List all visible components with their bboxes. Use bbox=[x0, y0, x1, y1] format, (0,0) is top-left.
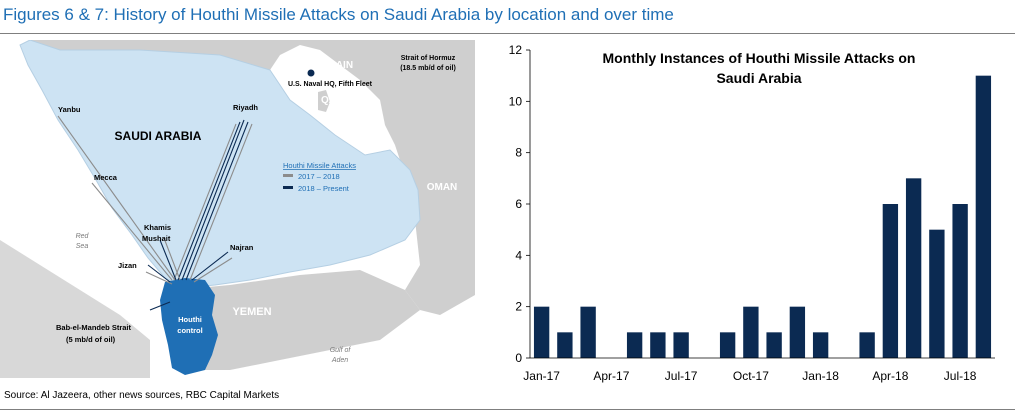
arrow-jizan-2 bbox=[145, 271, 173, 285]
chart-title-line-1: Monthly Instances of Houthi Missile Atta… bbox=[603, 50, 916, 66]
label-mecca: Mecca bbox=[94, 173, 118, 182]
bar-mar-17 bbox=[580, 306, 596, 358]
title-divider bbox=[0, 33, 1015, 34]
label-uae: UAE bbox=[357, 124, 378, 135]
arrow-najran-1 bbox=[191, 251, 229, 281]
bar-jul-17 bbox=[673, 332, 689, 358]
bar-jun-17 bbox=[650, 332, 666, 358]
label-oman: OMAN bbox=[427, 182, 458, 193]
bar-dec-17 bbox=[789, 306, 806, 358]
arrow-riyadh-2 bbox=[181, 119, 245, 281]
arrow-riyadh-3 bbox=[185, 121, 249, 281]
x-tick-label: Apr-18 bbox=[872, 369, 908, 383]
arrow-khamis-1 bbox=[159, 239, 177, 281]
bar-jun-18 bbox=[929, 229, 945, 358]
legend-title: Houthi Missile Attacks bbox=[283, 161, 356, 170]
label-qatar: QATAR bbox=[321, 95, 356, 106]
label-naval-hq: U.S. Naval HQ, Fifth Fleet bbox=[288, 81, 373, 88]
bar-jan-17 bbox=[533, 306, 550, 358]
map-legend: Houthi Missile Attacks 2017 – 2018 2018 … bbox=[283, 161, 356, 193]
bottom-divider bbox=[0, 409, 1015, 410]
bar-apr-18 bbox=[882, 204, 899, 358]
bar-feb-17 bbox=[557, 332, 573, 358]
label-saudi-arabia: SAUDI ARABIA bbox=[115, 129, 202, 143]
arrow-mecca bbox=[91, 182, 173, 281]
x-tick-label: Jan-18 bbox=[802, 369, 839, 383]
x-tick-label: Jul-18 bbox=[944, 369, 977, 383]
y-tick-label: 8 bbox=[515, 146, 522, 160]
y-axis: 0 2 4 6 8 10 12 bbox=[509, 43, 531, 365]
bar-jul-18 bbox=[952, 204, 968, 358]
label-jizan: Jizan bbox=[118, 261, 137, 270]
bar-sep-17 bbox=[719, 332, 736, 358]
chart-title-line-2: Saudi Arabia bbox=[716, 70, 801, 86]
legend-item-new: 2018 – Present bbox=[298, 184, 350, 193]
qatar-shape bbox=[318, 90, 330, 112]
houthi-control-area bbox=[160, 278, 218, 375]
label-yanbu: Yanbu bbox=[58, 105, 81, 114]
monthly-attacks-chart: Monthly Instances of Houthi Missile Atta… bbox=[509, 43, 995, 383]
bar-nov-17 bbox=[766, 332, 782, 358]
bars bbox=[533, 75, 992, 359]
y-tick-label: 6 bbox=[515, 197, 522, 211]
arrow-jizan-1 bbox=[147, 264, 171, 283]
label-bab-1: Bab-el-Mandeb Strait bbox=[56, 323, 132, 332]
label-bab-2: (5 mb/d of oil) bbox=[66, 335, 116, 344]
label-mushait: Mushait bbox=[142, 234, 171, 243]
y-tick-label: 2 bbox=[515, 300, 522, 314]
bar-may-17 bbox=[626, 332, 643, 358]
x-tick-label: Apr-17 bbox=[593, 369, 629, 383]
y-tick-label: 10 bbox=[509, 94, 523, 108]
arrow-west bbox=[149, 301, 171, 311]
bar-may-18 bbox=[905, 178, 922, 358]
legend-item-old: 2017 – 2018 bbox=[298, 172, 340, 181]
x-tick-label: Jul-17 bbox=[665, 369, 698, 383]
label-gulf-aden-2: Aden bbox=[331, 357, 348, 364]
bar-aug-18 bbox=[975, 75, 992, 359]
y-tick-label: 0 bbox=[515, 351, 522, 365]
legend-swatch-new bbox=[283, 186, 293, 189]
y-tick-label: 12 bbox=[509, 43, 523, 57]
label-red-sea-2: Sea bbox=[76, 243, 89, 250]
y-tick-label: 4 bbox=[515, 248, 522, 262]
label-hormuz-2: (18.5 mb/d of oil) bbox=[400, 65, 456, 72]
arrow-najran-2 bbox=[193, 257, 233, 283]
arrow-riyadh-4 bbox=[173, 123, 237, 281]
label-yemen: YEMEN bbox=[232, 306, 271, 318]
label-bahrain: BAHRAIN bbox=[307, 60, 353, 71]
land-africa bbox=[0, 240, 150, 378]
x-tick-label: Oct-17 bbox=[733, 369, 769, 383]
land-yemen bbox=[175, 270, 420, 370]
label-gulf-aden-1: Gulf of bbox=[330, 347, 352, 354]
label-hormuz-1: Strait of Hormuz bbox=[401, 55, 456, 62]
arrow-riyadh-5 bbox=[189, 123, 253, 281]
label-najran: Najran bbox=[230, 243, 254, 252]
source-note: Source: Al Jazeera, other news sources, … bbox=[4, 390, 280, 401]
legend-swatch-old bbox=[283, 174, 293, 177]
x-tick-label: Jan-17 bbox=[523, 369, 560, 383]
label-riyadh: Riyadh bbox=[233, 103, 258, 112]
arrow-khamis-2 bbox=[163, 237, 181, 281]
naval-hq-marker bbox=[307, 69, 315, 77]
figure-title: Figures 6 & 7: History of Houthi Missile… bbox=[3, 5, 674, 24]
label-houthi-1: Houthi bbox=[178, 315, 202, 324]
label-houthi-2: control bbox=[177, 326, 202, 335]
attack-map: SAUDI ARABIA BAHRAIN QATAR UAE OMAN YEME… bbox=[0, 40, 475, 378]
bar-jan-18 bbox=[812, 332, 829, 358]
bar-mar-18 bbox=[859, 332, 875, 358]
arrow-riyadh-1 bbox=[177, 121, 241, 281]
land-north bbox=[0, 40, 475, 200]
attack-arrows bbox=[57, 115, 253, 311]
bar-oct-17 bbox=[743, 306, 759, 358]
x-axis: Jan-17 Apr-17 Jul-17 Oct-17 Jan-18 Apr-18 Jul-… bbox=[523, 357, 995, 383]
label-red-sea-1: Red bbox=[76, 233, 90, 240]
arrow-yanbu bbox=[57, 115, 176, 281]
label-khamis: Khamis bbox=[144, 223, 171, 232]
